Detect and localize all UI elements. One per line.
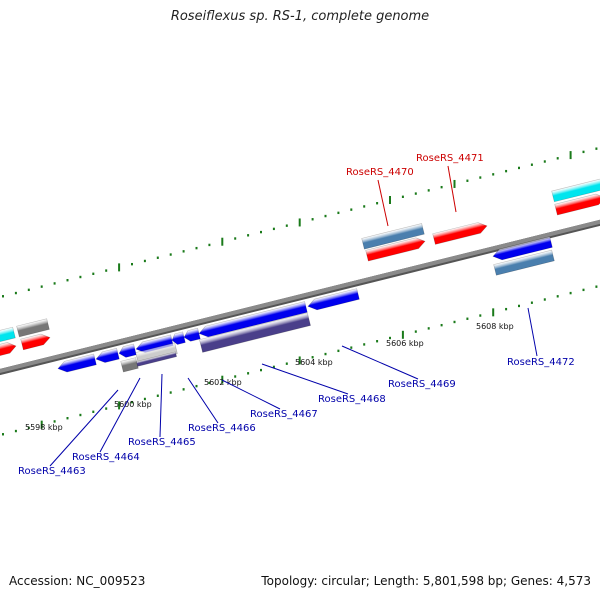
- scale-label: 5598 kbp: [25, 423, 63, 432]
- backbone: [0, 219, 600, 374]
- gene-bar: [120, 357, 139, 373]
- leader-line-RoseRS_4467: [221, 379, 281, 410]
- accession-line: Accession: NC_009523: [9, 574, 145, 588]
- gene-label-RoseRS_4464: RoseRS_4464: [72, 452, 140, 463]
- leader-line-RoseRS_4466: [187, 377, 219, 424]
- other-cds-bar: [551, 177, 600, 203]
- genome-title: Roseiflexus sp. RS-1, complete genome: [170, 9, 430, 24]
- accession-label: Accession:: [9, 574, 73, 588]
- gene-bar: [136, 351, 177, 367]
- accession-value: NC_009523: [76, 574, 146, 588]
- gene-bar-RoseRS_4470: [361, 223, 425, 250]
- scale-label: 5608 kbp: [476, 322, 514, 331]
- cds-arrow: [171, 331, 186, 345]
- cds-arrow-RoseRS_4471: [432, 222, 488, 245]
- cds-arrow-RoseRS_4468: [307, 288, 360, 311]
- cds-arrow: [0, 342, 17, 357]
- cds-arrow-RoseRS_4467: [198, 301, 308, 338]
- gene-bar: [16, 318, 50, 338]
- leader-line-RoseRS_4469: [341, 345, 419, 380]
- cds-arrow-RoseRS_4470: [365, 237, 426, 262]
- scale-label: 5602 kbp: [204, 378, 242, 387]
- gene-label-RoseRS_4471: RoseRS_4471: [416, 153, 484, 164]
- gene-label-RoseRS_4465: RoseRS_4465: [128, 437, 196, 448]
- gene-bar-RoseRS_4469: [199, 312, 311, 353]
- cds-arrow-RoseRS_4463: [57, 353, 97, 373]
- cds-arrow: [183, 327, 201, 342]
- gene-label-RoseRS_4469: RoseRS_4469: [388, 379, 456, 390]
- gene-label-RoseRS_4466: RoseRS_4466: [188, 423, 256, 434]
- gene-label-RoseRS_4463: RoseRS_4463: [18, 466, 86, 477]
- gene-bar-RoseRS_4472: [493, 249, 555, 276]
- leader-line-RoseRS_4464: [99, 377, 141, 453]
- gene-label-RoseRS_4468: RoseRS_4468: [318, 394, 386, 405]
- scale-label: 5600 kbp: [114, 400, 152, 409]
- cds-arrow: [554, 193, 600, 216]
- gene-label-RoseRS_4470: RoseRS_4470: [346, 167, 414, 178]
- topology-line: Topology: circular; Length: 5,801,598 bp…: [261, 574, 591, 588]
- other-cds-bar: [0, 326, 16, 343]
- leader-line-RoseRS_4470: [377, 179, 389, 227]
- leader-line-RoseRS_4465: [159, 373, 163, 438]
- cds-arrow-RoseRS_4464: [95, 347, 120, 363]
- leader-line-RoseRS_4471: [447, 165, 457, 213]
- gene-label-RoseRS_4472: RoseRS_4472: [507, 357, 575, 368]
- leader-line-RoseRS_4468: [261, 363, 349, 395]
- scale-label: 5606 kbp: [386, 339, 424, 348]
- cds-arrow-RoseRS_4472: [492, 236, 553, 261]
- scale-label: 5604 kbp: [295, 358, 333, 367]
- leader-line-RoseRS_4463: [49, 389, 119, 467]
- gene-label-RoseRS_4467: RoseRS_4467: [250, 409, 318, 420]
- gene-bar: [135, 342, 178, 364]
- leader-line-RoseRS_4472: [527, 307, 538, 357]
- cds-arrow-RoseRS_4465: [118, 343, 137, 358]
- cds-arrow: [20, 333, 51, 351]
